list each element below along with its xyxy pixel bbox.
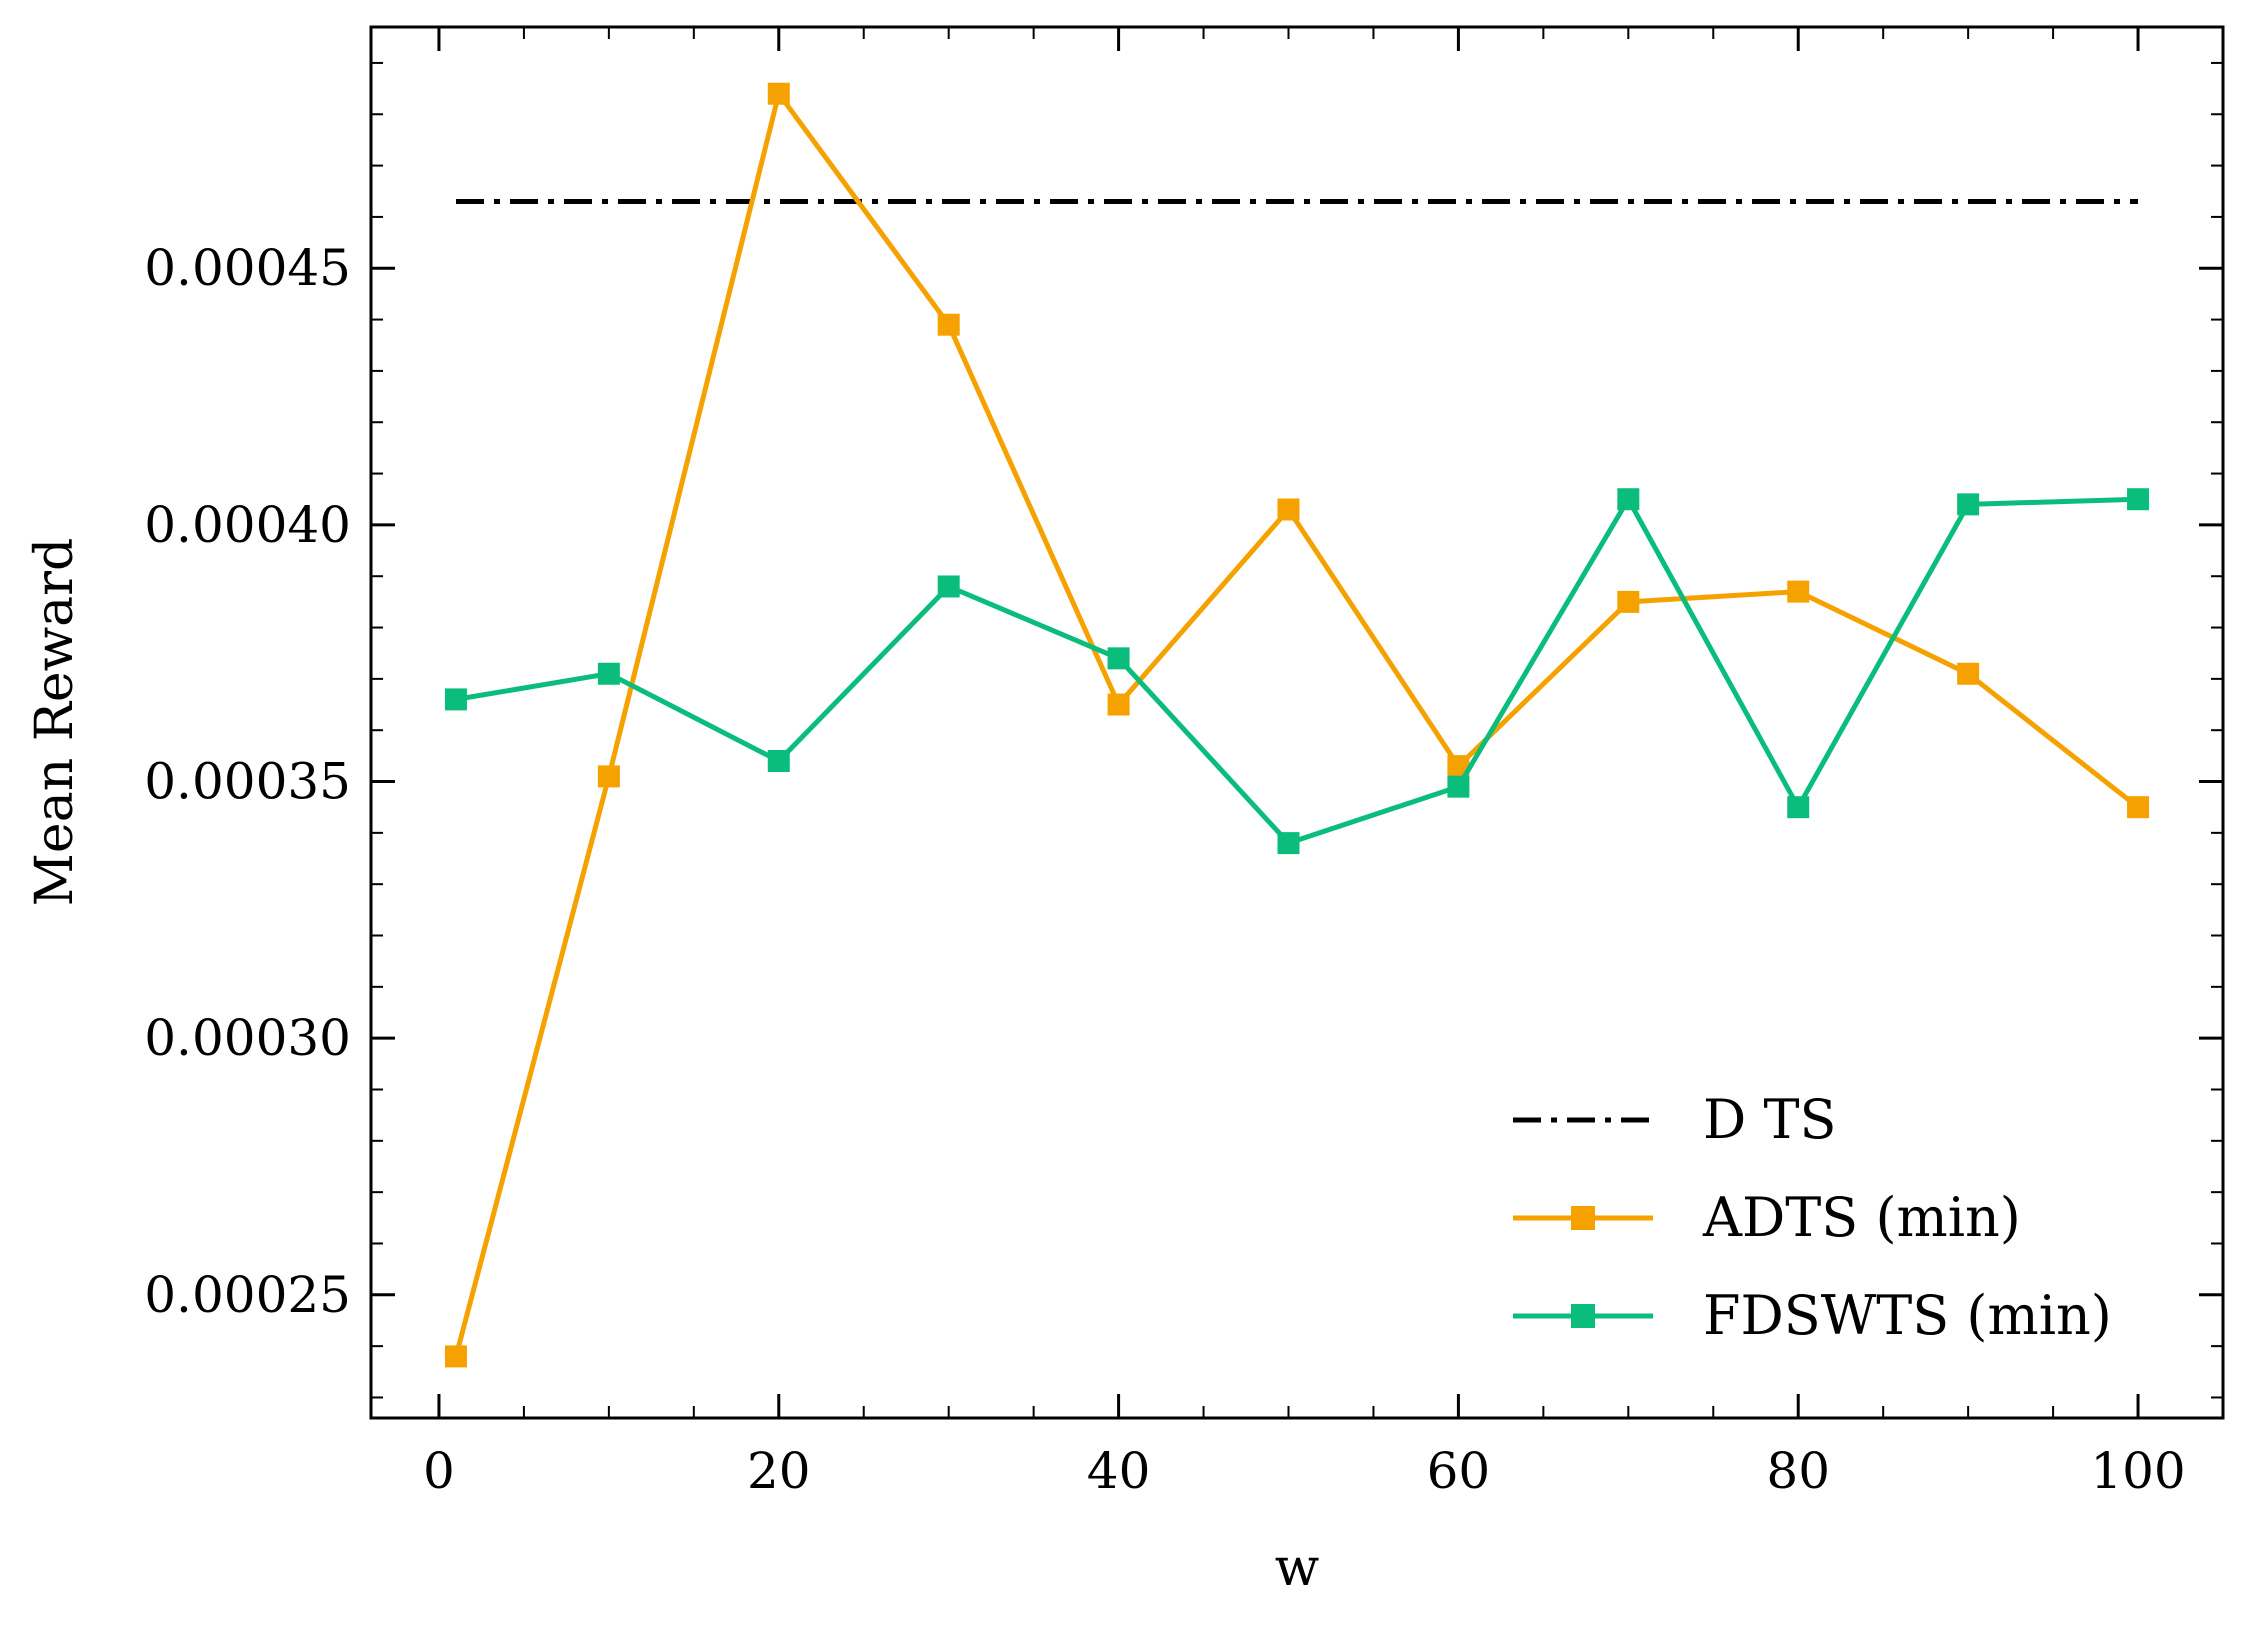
data-point <box>1957 662 1980 685</box>
data-point <box>597 765 620 788</box>
x-tick-label: 100 <box>2090 1442 2185 1500</box>
legend-marker-fdswts <box>1571 1304 1595 1328</box>
data-point <box>2127 796 2150 819</box>
data-point <box>1277 832 1300 855</box>
data-point <box>444 688 467 711</box>
x-tick-label: 0 <box>423 1442 455 1500</box>
plot-frame <box>369 25 2225 1420</box>
x-axis-label: w <box>1275 1538 1320 1598</box>
data-point <box>1447 775 1470 798</box>
data-point <box>767 82 790 105</box>
x-tick-label: 80 <box>1766 1442 1830 1500</box>
x-tick-label: 40 <box>1087 1442 1151 1500</box>
legend-label-fdswts: FDSWTS (min) <box>1703 1284 2112 1347</box>
data-point <box>1957 493 1980 516</box>
axis-ticks: 0 20 40 60 80 100 0.00025 0.00030 0.00035 0.00040… <box>144 27 2224 1500</box>
data-point <box>1107 693 1130 716</box>
data-point <box>597 662 620 685</box>
data-point <box>1787 580 1810 603</box>
y-tick-label: 0.00045 <box>144 239 351 297</box>
series-layer <box>444 82 2150 1368</box>
y-axis-label: Mean Reward <box>25 538 85 907</box>
legend-label-d-ts: D TS <box>1703 1088 1836 1151</box>
data-point <box>937 575 960 598</box>
legend-marker-adts <box>1571 1206 1595 1230</box>
data-point <box>1617 590 1640 613</box>
y-tick-label: 0.00035 <box>144 753 351 811</box>
x-tick-label: 20 <box>747 1442 811 1500</box>
data-point <box>1107 647 1130 670</box>
data-point <box>2127 488 2150 511</box>
x-tick-label: 60 <box>1427 1442 1491 1500</box>
legend-label-adts: ADTS (min) <box>1702 1186 2021 1249</box>
data-point <box>1277 498 1300 521</box>
data-point <box>937 313 960 336</box>
data-point <box>1787 796 1810 819</box>
y-tick-label: 0.00040 <box>144 496 351 554</box>
series-line-2 <box>455 496 2139 846</box>
y-tick-label: 0.00025 <box>144 1266 351 1324</box>
data-point <box>1447 755 1470 778</box>
y-tick-label: 0.00030 <box>144 1009 351 1067</box>
legend: D TS ADTS (min) FDSWTS (min) <box>1513 1088 2112 1347</box>
data-point <box>767 749 790 772</box>
data-point <box>1617 488 1640 511</box>
data-point <box>444 1345 467 1368</box>
